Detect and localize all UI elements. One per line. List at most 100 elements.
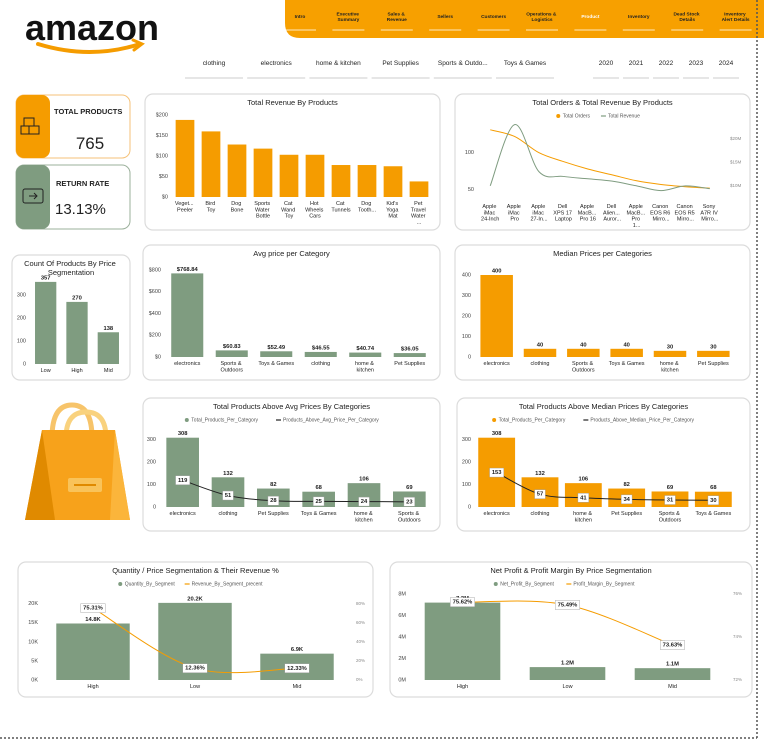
- nav-item[interactable]: Intro: [295, 14, 306, 20]
- x-tick-label: Apple MacB... Pro 1...: [627, 204, 647, 229]
- chart-card: [454, 244, 751, 381]
- category-slicer[interactable]: Sports & Outdo...: [438, 60, 488, 67]
- year-slicer[interactable]: 2022: [659, 60, 674, 67]
- y2-tick-label: $20M: [730, 136, 742, 141]
- text-line: Auror...: [603, 217, 621, 223]
- y2-tick-label: $15M: [730, 159, 742, 164]
- text-line: Bottle: [256, 214, 270, 220]
- nav-item[interactable]: Sales & Revenue: [387, 12, 407, 24]
- y-tick-label: 8M: [398, 591, 406, 597]
- nav-item[interactable]: Inventory: [628, 14, 650, 20]
- nav-item[interactable]: Product: [581, 14, 600, 20]
- text-line: Pet Supplies: [394, 361, 425, 367]
- y2-tick-label: 0%: [356, 677, 363, 682]
- y-tick-label: 20K: [28, 601, 38, 607]
- data-label: $768.84: [177, 267, 199, 273]
- text-line: electronics: [170, 511, 197, 517]
- text-line: Yoga: [386, 207, 400, 213]
- chart: Total Products Above Avg Prices By Categ…: [142, 397, 441, 532]
- data-label: $36.05: [401, 347, 420, 353]
- bar: [279, 154, 299, 197]
- data-label: 400: [492, 269, 502, 275]
- text-line: Product: [581, 14, 600, 20]
- year-slicer[interactable]: 2023: [689, 60, 704, 67]
- text-line: Pet Supplies: [258, 511, 289, 517]
- nav-item[interactable]: Dead Stock Details: [673, 12, 700, 24]
- text-line: Pet: [414, 201, 424, 207]
- kpi-value: 765: [76, 134, 104, 153]
- bar: [347, 483, 381, 507]
- category-slicer[interactable]: Toys & Games: [504, 60, 547, 67]
- y-tick-label: $0: [162, 194, 168, 200]
- data-label: 75.49%: [558, 602, 578, 608]
- data-label: 106: [359, 477, 369, 483]
- category-slicer[interactable]: clothing: [203, 60, 226, 67]
- bar: [653, 350, 687, 357]
- data-label: 308: [178, 431, 188, 437]
- x-tick-label: Pet Travel Water ...: [411, 201, 428, 226]
- text-line: Water: [411, 214, 427, 220]
- nav-item[interactable]: Inventory Alert Details: [722, 12, 750, 24]
- y2-tick-label: 72%: [733, 677, 742, 682]
- text-line: Mid: [668, 684, 677, 690]
- label-box: [664, 495, 676, 505]
- x-tick-label: Pet Supplies: [611, 511, 642, 517]
- data-label: 57: [537, 492, 543, 498]
- text-line: Revenue: [387, 17, 407, 23]
- nav-item[interactable]: Executive Summary: [337, 12, 361, 24]
- x-tick-label: home & kitchen: [355, 361, 375, 373]
- x-tick-label: Sports & Outdoors: [398, 511, 421, 523]
- text-line: Total Orders & Total Revenue By Products: [532, 98, 673, 107]
- category-slicer[interactable]: Pet Supplies: [382, 60, 419, 67]
- nav-item[interactable]: Sellers: [437, 14, 453, 20]
- text-line: Pro 16: [580, 217, 596, 223]
- text-line: Mid: [293, 684, 302, 690]
- text-line: iMac: [484, 210, 497, 216]
- x-tick-label: Toys & Games: [609, 361, 645, 367]
- chart-card: [142, 244, 441, 381]
- category-slicer[interactable]: home & kitchen: [316, 60, 361, 67]
- text-line: Inventory: [724, 12, 747, 18]
- x-tick-label: Mid: [293, 684, 302, 690]
- text-line: kitchen: [355, 517, 372, 523]
- bar: [227, 144, 247, 197]
- nav-item[interactable]: Customers: [481, 14, 506, 20]
- bar: [634, 668, 711, 680]
- label-box: [621, 494, 633, 505]
- text-line: Total Revenue By Products: [247, 98, 338, 107]
- chart: Total Orders & Total Revenue By Products…: [454, 93, 751, 231]
- x-tick-label: Dog Tooth...: [358, 201, 377, 213]
- year-slicer[interactable]: 2024: [719, 60, 734, 67]
- legend-label: Revenue_By_Segment_precent: [192, 581, 263, 587]
- text-line: Outdoors: [398, 517, 421, 523]
- text-line: Mid: [104, 368, 113, 374]
- text-line: High: [87, 684, 98, 690]
- year-slicer[interactable]: 2021: [629, 60, 644, 67]
- label-box: [534, 489, 546, 499]
- y-tick-label: 100: [462, 334, 471, 340]
- text-line: Apple: [629, 204, 645, 210]
- data-label: $52.49: [267, 345, 286, 351]
- x-tick-label: Kid's Yoga Mat: [386, 201, 400, 220]
- nav-item[interactable]: Operations & Logistics: [526, 12, 557, 24]
- bar: [349, 352, 382, 357]
- x-tick-label: home & kitchen: [354, 511, 374, 523]
- x-tick-label: Pet Supplies: [698, 361, 729, 367]
- label-box: [660, 640, 685, 650]
- data-label: 12.33%: [287, 666, 307, 672]
- y-tick-label: 400: [462, 272, 471, 278]
- text-line: Pro: [632, 217, 642, 223]
- data-label: 68: [315, 485, 322, 491]
- label-box: [555, 600, 580, 610]
- category-slicer[interactable]: electronics: [261, 60, 293, 67]
- year-slicer[interactable]: 2020: [599, 60, 614, 67]
- logo-arrow: [131, 38, 145, 52]
- text-line: clothing: [219, 511, 238, 517]
- data-label: 30: [710, 344, 716, 350]
- y-tick-label: 0: [23, 361, 26, 367]
- data-label: 31: [667, 498, 674, 504]
- y-tick-label: 50: [468, 187, 474, 193]
- legend-swatch: [184, 418, 189, 422]
- data-label: 75.62%: [453, 600, 473, 606]
- text-line: Mat: [388, 214, 398, 220]
